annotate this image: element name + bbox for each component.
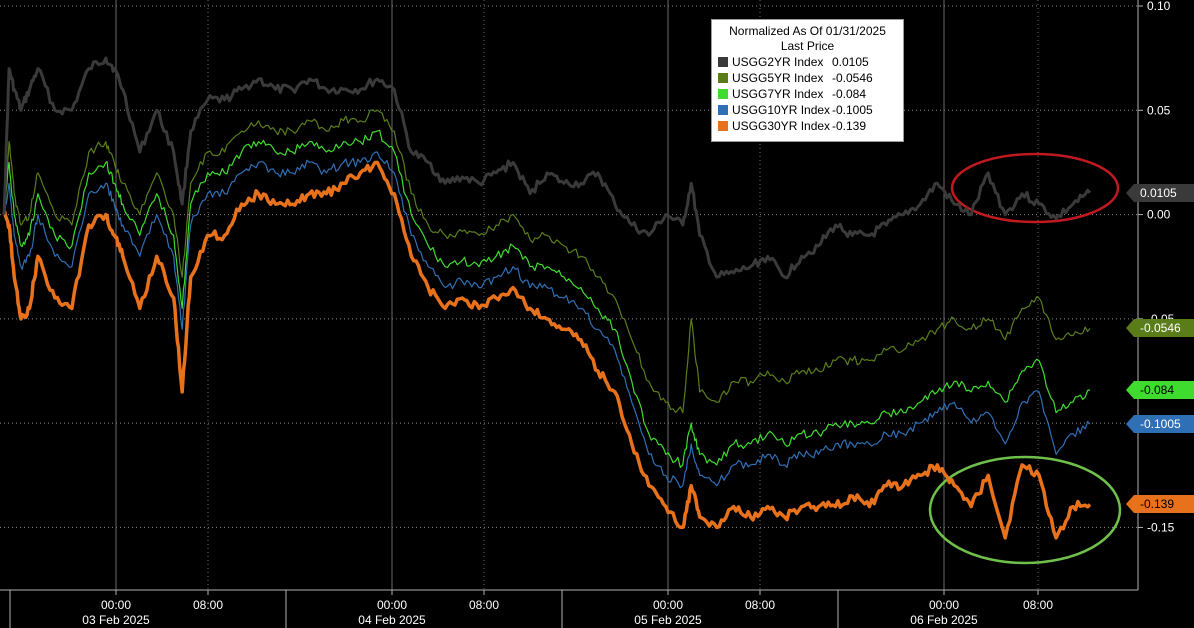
legend-title: Normalized As Of 01/31/2025 — [729, 24, 886, 38]
legend-last-value: -0.0546 — [832, 71, 873, 85]
y-tick-label: 0.00 — [1147, 208, 1171, 222]
legend-swatch — [718, 121, 728, 131]
series-line-usgg7yr — [3, 129, 1091, 468]
annotation-layer — [928, 152, 1122, 565]
x-tick-time: 08:00 — [745, 598, 775, 612]
legend-series-name: USGG7YR Index — [732, 87, 824, 101]
x-tick-time: 00:00 — [101, 598, 131, 612]
legend-series-name: USGG10YR Index — [732, 103, 831, 117]
y-tick-label: -0.15 — [1147, 520, 1175, 534]
legend-swatch — [718, 89, 728, 99]
x-tick-date: 06 Feb 2025 — [910, 613, 978, 627]
legend-series-name: USGG30YR Index — [732, 119, 831, 133]
legend: Normalized As Of 01/31/2025 Last Price U… — [711, 19, 904, 142]
legend-entry: USGG5YR Index -0.0546 — [718, 70, 897, 86]
series-line-usgg2yr — [2, 56, 1092, 280]
x-tick-time: 08:00 — [1023, 598, 1053, 612]
series-line-usgg5yr — [3, 109, 1091, 414]
legend-last-value: 0.0105 — [832, 55, 869, 69]
legend-last-value: -0.1005 — [832, 103, 873, 117]
series-line-usgg10yr — [3, 151, 1091, 489]
x-tick-time: 08:00 — [193, 598, 223, 612]
legend-swatch — [718, 57, 728, 67]
legend-swatch — [718, 73, 728, 83]
x-tick-time: 00:00 — [929, 598, 959, 612]
x-tick-time: 08:00 — [469, 598, 499, 612]
last-price-badge: 0.0105 — [1126, 183, 1194, 202]
x-tick-time: 00:00 — [653, 598, 683, 612]
last-price-badge: -0.139 — [1126, 495, 1194, 514]
legend-rows: USGG2YR Index 0.0105 USGG5YR Index -0.0546 U… — [718, 54, 897, 134]
x-tick-time: 00:00 — [377, 598, 407, 612]
x-tick-date: 05 Feb 2025 — [634, 613, 702, 627]
y-tick-label: 0.05 — [1147, 103, 1171, 117]
legend-last-value: -0.084 — [832, 87, 867, 101]
x-tick-date: 03 Feb 2025 — [82, 613, 150, 627]
legend-last-value: -0.139 — [832, 119, 867, 133]
series-line-usgg30yr — [2, 160, 1092, 540]
legend-entry: USGG7YR Index -0.084 — [718, 86, 897, 102]
last-price-badge: -0.0546 — [1126, 319, 1194, 338]
legend-entry: USGG10YR Index -0.1005 — [718, 102, 897, 118]
legend-swatch — [718, 105, 728, 115]
legend-series-name: USGG2YR Index — [732, 55, 824, 69]
legend-entry: USGG30YR Index -0.139 — [718, 118, 897, 134]
y-tick-label: 0.10 — [1147, 0, 1171, 13]
legend-entry: USGG2YR Index 0.0105 — [718, 54, 897, 70]
grid-layer — [0, 0, 1138, 590]
highlight-ellipse-30yr — [928, 455, 1122, 565]
highlight-ellipse-2yr — [950, 152, 1120, 224]
last-price-badge: -0.1005 — [1126, 415, 1194, 434]
last-price-badge: -0.084 — [1126, 380, 1194, 399]
x-tick-date: 04 Feb 2025 — [358, 613, 426, 627]
legend-subtitle: Last Price — [780, 39, 835, 53]
legend-series-name: USGG5YR Index — [732, 71, 824, 85]
series-layer — [2, 56, 1092, 540]
